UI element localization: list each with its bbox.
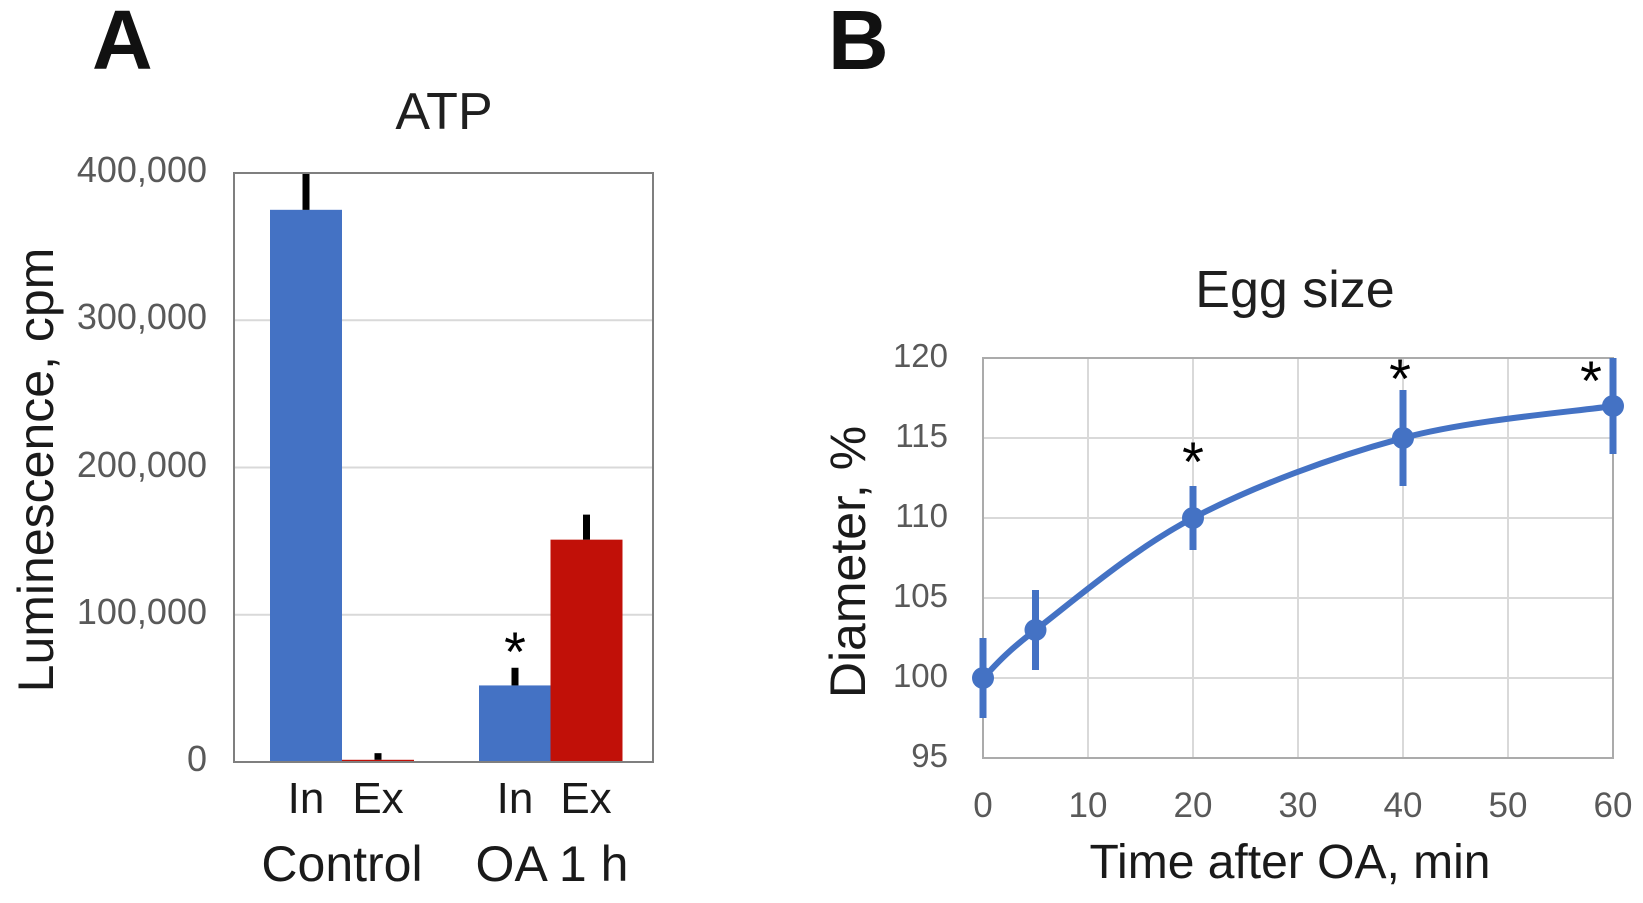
bar-category-label: In (287, 774, 325, 823)
bar-ex (550, 539, 623, 762)
bar-category-label: Ex (560, 774, 612, 823)
significance-asterisk: * (1580, 349, 1602, 412)
y-tick-label: 0 (186, 738, 207, 779)
data-point-marker (1182, 507, 1204, 529)
x-tick-label: 40 (1383, 786, 1423, 825)
y-tick-label: 95 (911, 737, 948, 774)
significance-asterisk: * (1389, 347, 1411, 410)
data-point-marker (1392, 427, 1414, 449)
y-tick-label: 300,000 (76, 296, 207, 338)
panel-b-y-axis-title: Diameter, % (820, 425, 876, 699)
data-point-marker (1602, 395, 1624, 417)
x-tick-label: 50 (1488, 786, 1528, 825)
y-tick-label: 115 (895, 417, 948, 454)
y-tick-label: 100,000 (76, 590, 207, 632)
bar-category-label: In (496, 774, 534, 823)
panel-b-title: Egg size (1195, 261, 1395, 319)
x-tick-label: 0 (973, 786, 993, 825)
panel-a-letter: A (92, 0, 153, 87)
bar-in (479, 685, 551, 762)
y-tick-label: 200,000 (76, 443, 207, 485)
bar-ex (342, 759, 414, 762)
y-tick-label: 105 (892, 577, 948, 614)
y-tick-label: 120 (892, 337, 948, 374)
data-point-marker (972, 667, 994, 689)
bar-category-label: Ex (352, 774, 404, 823)
group-label-control: Control (261, 836, 423, 892)
bar-in (270, 209, 342, 762)
panel-b-x-axis-title: Time after OA, min (1089, 836, 1491, 889)
panel-b-letter: B (828, 0, 889, 87)
y-tick-label: 110 (895, 497, 948, 534)
group-label-oa: OA 1 h (475, 836, 629, 892)
x-tick-label: 20 (1173, 786, 1213, 825)
y-tick-label: 400,000 (76, 149, 207, 190)
x-tick-label: 30 (1278, 786, 1318, 825)
x-tick-label: 10 (1068, 786, 1108, 825)
data-point-marker (1024, 619, 1047, 641)
x-tick-label: 60 (1593, 786, 1633, 825)
significance-asterisk: * (1182, 430, 1204, 493)
panel-a-title: ATP (395, 83, 493, 141)
significance-asterisk: * (504, 620, 526, 683)
y-tick-label: 100 (892, 657, 948, 694)
plot-border (982, 357, 1614, 759)
plot-border (233, 172, 654, 763)
